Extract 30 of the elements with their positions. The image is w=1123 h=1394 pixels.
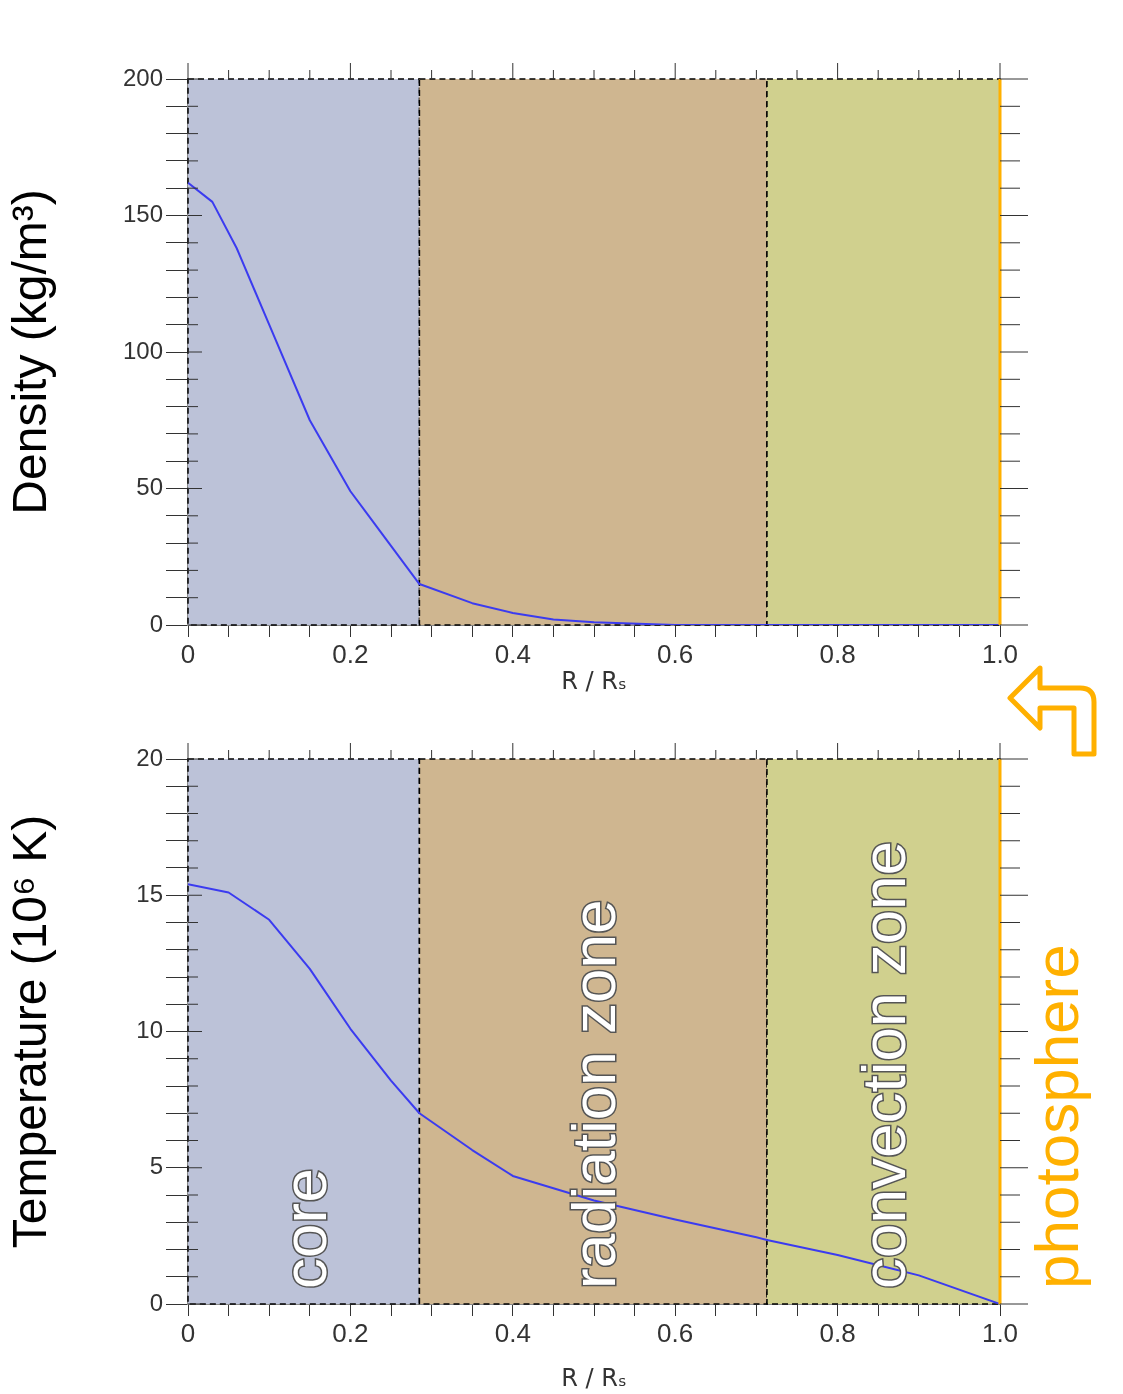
- y-tick-label: 200: [122, 63, 163, 91]
- x-tick-label: 0.2: [332, 1317, 369, 1348]
- y-tick-label: 50: [136, 473, 163, 501]
- x-tick-label: 0: [180, 1317, 196, 1348]
- ref-line-label: photosphere: [1022, 944, 1091, 1289]
- x-tick-label: 0: [180, 638, 196, 669]
- x-tick-label: 1.0: [981, 638, 1019, 669]
- x-axis-title: R / Rₛ: [561, 666, 627, 695]
- x-axis-title: R / Rₛ: [561, 1363, 627, 1392]
- x-tick-label: 0.8: [819, 638, 856, 669]
- y-tick-label: 0: [149, 1288, 163, 1316]
- y-tick-label: 100: [122, 336, 163, 364]
- y-tick-label: 15: [136, 879, 163, 907]
- x-tick-label: 0.6: [657, 638, 694, 669]
- x-tick-label: 0.2: [332, 638, 369, 669]
- band-label: core: [269, 1168, 339, 1289]
- y-tick-label: 0: [149, 609, 163, 637]
- x-tick-label: 0.8: [819, 1317, 856, 1348]
- y-axis-title: Temperature (10⁶ K): [3, 814, 57, 1249]
- band-label: radiation zone: [559, 899, 629, 1289]
- y-tick-label: 10: [136, 1016, 163, 1044]
- x-tick-label: 0.4: [494, 638, 531, 669]
- x-tick-label: 0.6: [657, 1317, 694, 1348]
- x-tick-label: 1.0: [981, 1317, 1019, 1348]
- x-tick-label: 0.4: [494, 1317, 531, 1348]
- y-tick-label: 5: [149, 1152, 163, 1180]
- y-tick-label: 20: [136, 743, 163, 771]
- y-axis-title: Density (kg/m³): [3, 189, 57, 515]
- y-tick-label: 150: [122, 200, 163, 228]
- band-label: convection zone: [849, 840, 919, 1289]
